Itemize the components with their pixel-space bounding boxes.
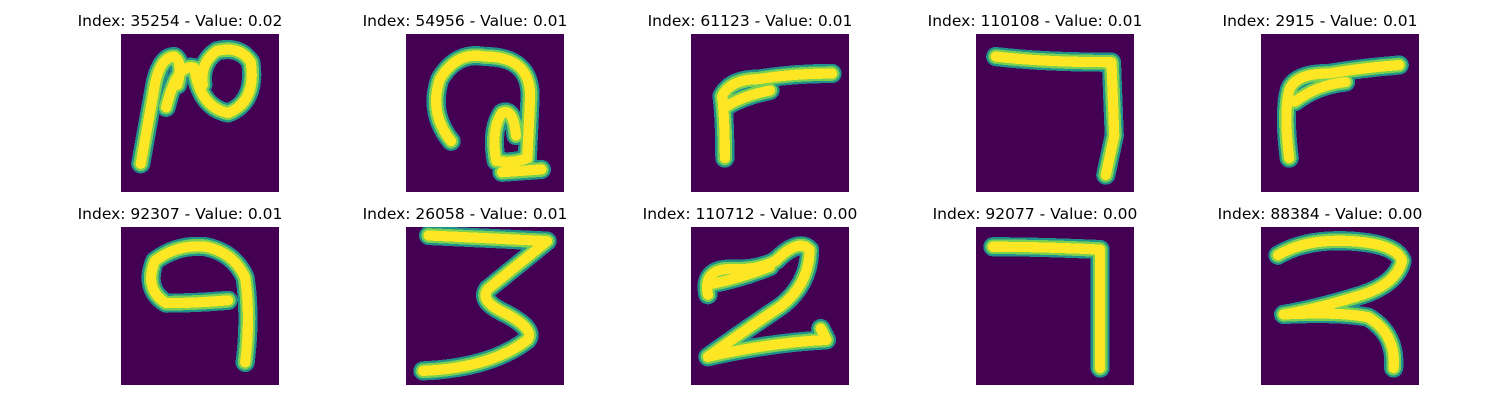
- panel-title: Index: 2915 - Value: 0.01: [1222, 12, 1418, 30]
- digit-stroke: [431, 50, 536, 167]
- digit-strokes: [712, 63, 842, 168]
- image-panel: Index: 92307 - Value: 0.01: [20, 193, 340, 385]
- digit-stroke: [1289, 76, 1351, 107]
- digit-strokes: [426, 46, 552, 182]
- digit-stroke: [496, 164, 547, 178]
- digit-strokes: [697, 236, 837, 367]
- digit-strokes: [131, 39, 262, 174]
- digit-stroke: [1272, 235, 1408, 374]
- digit-stroke: [146, 241, 254, 368]
- digit-image: [406, 227, 564, 385]
- digit-strokes: [141, 236, 258, 373]
- image-panel: Index: 61123 - Value: 0.01: [590, 0, 910, 192]
- digit-stroke: [417, 230, 553, 376]
- digit-image: [1261, 34, 1419, 192]
- digit-strokes: [1276, 55, 1409, 168]
- digit-image: [691, 34, 849, 192]
- image-panel: Index: 110712 - Value: 0.00: [590, 193, 910, 385]
- image-panel: Index: 88384 - Value: 0.00: [1160, 193, 1480, 385]
- panel-title: Index: 61123 - Value: 0.01: [647, 12, 853, 30]
- digit-strokes: [986, 46, 1124, 185]
- image-panel: Index: 92077 - Value: 0.00: [875, 193, 1195, 385]
- panel-title: Index: 110712 - Value: 0.00: [642, 205, 858, 223]
- panel-title: Index: 26058 - Value: 0.01: [362, 205, 568, 223]
- image-panel: Index: 26058 - Value: 0.01: [305, 193, 625, 385]
- digit-image: [121, 227, 279, 385]
- digit-image: [121, 34, 279, 192]
- digit-strokes: [1268, 231, 1412, 378]
- digit-stroke: [716, 68, 838, 164]
- panel-title: Index: 54956 - Value: 0.01: [362, 12, 568, 30]
- digit-image: [691, 227, 849, 385]
- image-panel: Index: 2915 - Value: 0.01: [1160, 0, 1480, 192]
- image-panel: Index: 110108 - Value: 0.01: [875, 0, 1195, 192]
- digit-stroke: [719, 85, 776, 113]
- digit-stroke: [1281, 59, 1405, 164]
- panel-title: Index: 110108 - Value: 0.01: [927, 12, 1143, 30]
- digit-stroke: [708, 261, 776, 289]
- image-panel: Index: 54956 - Value: 0.01: [305, 0, 625, 192]
- image-panel: Index: 35254 - Value: 0.02: [20, 0, 340, 192]
- digit-strokes: [413, 227, 557, 381]
- digit-stroke: [987, 241, 1106, 374]
- panel-title: Index: 88384 - Value: 0.00: [1217, 205, 1423, 223]
- digit-stroke: [702, 240, 832, 362]
- panel-title: Index: 35254 - Value: 0.02: [77, 12, 283, 30]
- digit-image: [976, 227, 1134, 385]
- digit-strokes: [983, 237, 1110, 378]
- panel-title: Index: 92077 - Value: 0.00: [932, 205, 1138, 223]
- digit-stroke: [489, 107, 522, 167]
- panel-title: Index: 92307 - Value: 0.01: [77, 205, 283, 223]
- digit-image: [1261, 227, 1419, 385]
- digit-image: [976, 34, 1134, 192]
- digit-stroke: [161, 44, 257, 119]
- digit-image: [406, 34, 564, 192]
- digit-stroke: [990, 51, 1120, 181]
